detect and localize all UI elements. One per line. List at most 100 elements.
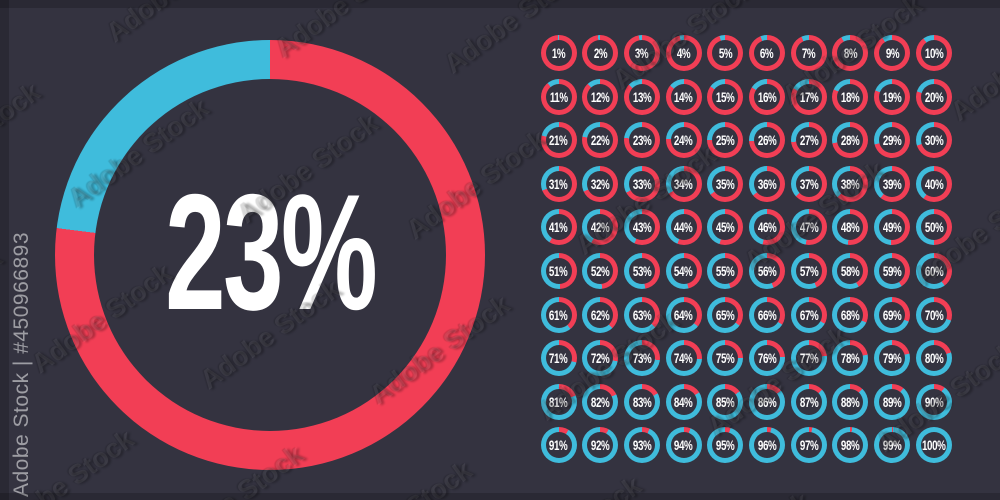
percentage-label: 81% (549, 393, 568, 410)
percentage-label: 64% (674, 306, 693, 323)
percentage-label: 40% (924, 175, 944, 192)
percentage-label: 41% (549, 219, 568, 236)
percentage-donut-52: 52% (582, 253, 619, 289)
donut-hole: 14% (670, 83, 697, 110)
percentage-label: 38% (841, 175, 860, 192)
percentage-label: 76% (757, 350, 777, 367)
donut-hole: 37% (795, 170, 822, 197)
percentage-donut-85: 85% (707, 383, 744, 420)
donut-hole: 33% (628, 170, 655, 197)
percentage-label: 12% (591, 88, 610, 105)
donut-hole: 93% (628, 432, 655, 459)
percentage-label: 21% (549, 132, 568, 149)
donut-hole: 15% (712, 83, 739, 110)
percentage-donut-49: 49% (874, 209, 911, 246)
donut-hole: 74% (670, 345, 697, 372)
percentage-donut-8: 8% (832, 35, 869, 71)
donut-hole: 24% (670, 127, 697, 154)
percentage-label: 26% (757, 132, 777, 149)
percentage-donut-79: 79% (874, 340, 911, 377)
donut-hole: 66% (754, 301, 780, 328)
donut-hole: 73% (628, 345, 655, 372)
percentage-label: 20% (924, 88, 944, 105)
percentage-label: 80% (924, 350, 944, 367)
percentage-donut-58: 58% (832, 253, 869, 289)
percentage-label: 4% (676, 45, 691, 61)
percentage-label: 70% (924, 306, 944, 323)
percentage-label: 17% (799, 88, 819, 105)
percentage-donut-78: 78% (832, 340, 869, 377)
percentage-label: 61% (549, 306, 568, 323)
percentage-label: 49% (882, 219, 902, 236)
percentage-donut-96: 96% (749, 427, 785, 464)
main-percentage-label: 23% (164, 159, 378, 344)
percentage-donut-77: 77% (790, 340, 827, 377)
donut-hole: 55% (712, 258, 739, 284)
donut-hole: 32% (587, 170, 614, 197)
percentage-donut-19: 19% (874, 78, 911, 115)
donut-hole: 88% (837, 388, 864, 415)
percentage-label: 18% (841, 88, 860, 105)
donut-hole: 62% (587, 301, 614, 328)
donut-hole: 45% (712, 214, 739, 241)
percentage-label: 93% (632, 437, 652, 454)
percentage-donut-6: 6% (749, 35, 785, 71)
percentage-label: 33% (632, 175, 652, 192)
percentage-donut-33: 33% (623, 165, 660, 202)
percentage-donut-63: 63% (623, 296, 660, 333)
donut-hole: 84% (670, 388, 697, 415)
donut-hole: 72% (587, 345, 614, 372)
percentage-label: 47% (799, 219, 819, 236)
donut-hole: 43% (628, 214, 655, 241)
percentage-label: 98% (841, 437, 860, 454)
percentage-label: 83% (632, 393, 652, 410)
percentage-donut-91: 91% (540, 427, 577, 464)
percentage-donut-30: 30% (915, 122, 952, 159)
percentage-label: 65% (716, 306, 735, 323)
percentage-label: 24% (674, 132, 693, 149)
percentage-donut-56: 56% (749, 253, 785, 289)
donut-hole: 59% (879, 258, 906, 284)
percentage-donut-99: 99% (874, 427, 911, 464)
percentage-label: 90% (924, 393, 944, 410)
donut-hole: 5% (712, 40, 739, 66)
percentage-label: 94% (674, 437, 693, 454)
percentage-donut-4: 4% (665, 35, 702, 71)
percentage-label: 84% (674, 393, 693, 410)
percentage-label: 75% (716, 350, 735, 367)
percentage-donut-45: 45% (707, 209, 744, 246)
percentage-donut-2: 2% (582, 35, 619, 71)
donut-hole: 49% (879, 214, 906, 241)
donut-hole: 52% (587, 258, 614, 284)
donut-hole: 57% (795, 258, 822, 284)
donut-hole: 47% (795, 214, 822, 241)
percentage-label: 78% (841, 350, 860, 367)
percentage-donut-87: 87% (790, 383, 827, 420)
percentage-donut-26: 26% (749, 122, 785, 159)
donut-hole: 60% (920, 258, 947, 284)
percentage-label: 57% (799, 263, 819, 279)
donut-hole: 44% (670, 214, 697, 241)
percentage-donut-13: 13% (623, 78, 660, 115)
percentage-donut-18: 18% (832, 78, 869, 115)
percentage-label: 2% (593, 45, 608, 61)
donut-hole: 82% (587, 388, 614, 415)
main-label-wrap: 23% (55, 40, 485, 470)
percentage-label: 14% (674, 88, 693, 105)
percentage-donut-95: 95% (707, 427, 744, 464)
percentage-label: 62% (591, 306, 610, 323)
donut-hole: 29% (879, 127, 906, 154)
percentage-label: 66% (757, 306, 777, 323)
percentage-donut-81: 81% (540, 383, 577, 420)
percentage-label: 39% (882, 175, 902, 192)
percentage-label: 88% (841, 393, 860, 410)
percentage-donut-97: 97% (790, 427, 827, 464)
percentage-donut-1: 1% (540, 35, 577, 71)
percentage-donut-88: 88% (832, 383, 869, 420)
donut-hole: 70% (920, 301, 947, 328)
percentage-donut-32: 32% (582, 165, 619, 202)
donut-hole: 6% (754, 40, 780, 66)
donut-hole: 92% (587, 432, 614, 459)
donut-hole: 68% (837, 301, 864, 328)
percentage-label: 71% (549, 350, 568, 367)
